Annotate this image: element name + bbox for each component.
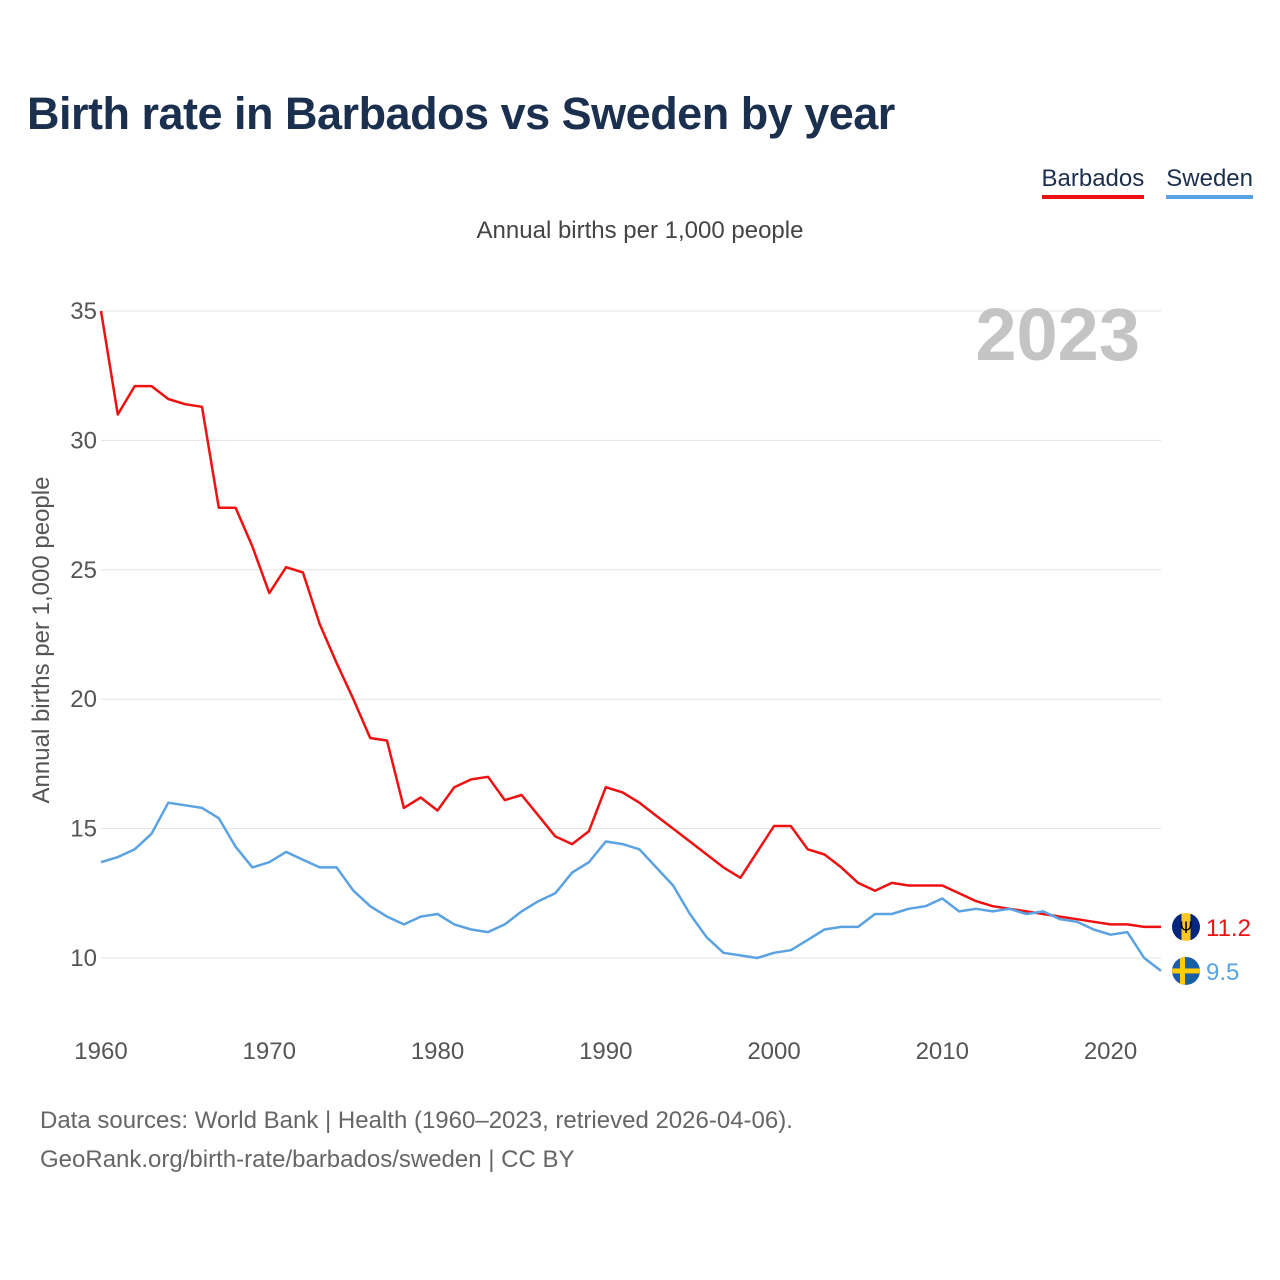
- legend-barbados[interactable]: Barbados: [1041, 165, 1145, 199]
- x-tick-label: 1970: [243, 1038, 296, 1065]
- trident-glyph: Ψ: [1180, 918, 1193, 937]
- gridlines: [101, 310, 1161, 959]
- barbados-flag-icon: Ψ: [1172, 912, 1200, 941]
- x-tick-label: 2020: [1084, 1038, 1137, 1065]
- y-tick-label: 20: [70, 686, 97, 713]
- legend-sweden[interactable]: Sweden: [1166, 165, 1253, 199]
- x-tick-label: 2000: [747, 1038, 800, 1065]
- y-ticks: 10 15 20 25 30 35: [70, 298, 97, 972]
- x-tick-label: 1980: [411, 1038, 464, 1065]
- barbados-end-label: 11.2: [1206, 915, 1251, 942]
- barbados-line: [99, 310, 1161, 929]
- chart-subtitle: Annual births per 1,000 people: [476, 217, 804, 244]
- x-ticks: 1960 1970 1980 1990 2000 2010 2020: [74, 1038, 1137, 1065]
- sweden-flag-icon: [1172, 956, 1200, 985]
- x-tick-label: 2010: [916, 1038, 969, 1065]
- source-url[interactable]: GeoRank.org/birth-rate/barbados/sweden |…: [40, 1146, 575, 1173]
- series-lines: [99, 310, 1162, 972]
- x-tick-label: 1990: [579, 1038, 632, 1065]
- year-overlay: 2023: [975, 293, 1140, 376]
- y-tick-label: 30: [70, 427, 97, 454]
- series-end-markers: Ψ 11.2 9.5: [1172, 912, 1251, 986]
- chart-title: Birth rate in Barbados vs Sweden by year: [27, 88, 895, 139]
- y-tick-label: 35: [70, 298, 97, 325]
- y-tick-label: 25: [70, 557, 97, 584]
- source-line: Data sources: World Bank | Health (1960–…: [40, 1107, 793, 1134]
- y-tick-label: 15: [70, 816, 97, 843]
- x-tick-label: 1960: [74, 1038, 127, 1065]
- sweden-end-label: 9.5: [1206, 959, 1239, 986]
- legend: Barbados Sweden: [1041, 165, 1253, 199]
- sweden-line: [100, 801, 1162, 972]
- y-tick-label: 10: [70, 945, 97, 972]
